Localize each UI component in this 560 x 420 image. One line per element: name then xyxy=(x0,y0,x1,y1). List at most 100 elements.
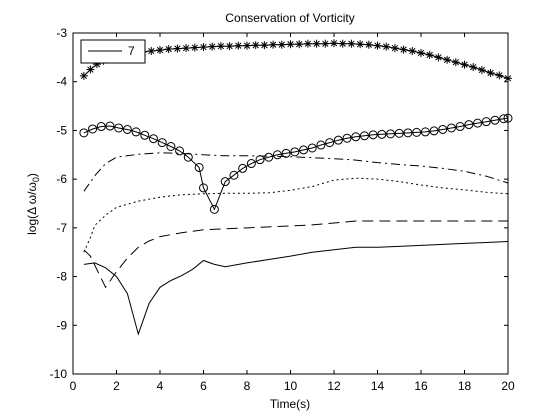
asterisk-marker xyxy=(86,65,95,74)
asterisk-marker xyxy=(382,42,391,51)
ticks-layer: 0 2 4 6 8 10 12 14 16 18 20 -10 -9 -8 -7 -6 -5 -4 -3 xyxy=(50,26,515,393)
x-tick-label: 4 xyxy=(157,379,164,393)
y-axis-label-main: log(Δ ω/ω xyxy=(25,182,39,235)
x-tick-label: 6 xyxy=(200,379,207,393)
circle-marker xyxy=(246,159,256,169)
circle-marker xyxy=(79,128,89,138)
circle-marker xyxy=(199,183,208,193)
asterisk-marker xyxy=(164,45,173,54)
series-line-dashdot xyxy=(83,152,509,192)
y-tick-label: -5 xyxy=(56,123,67,137)
circle-marker xyxy=(148,134,158,144)
asterisk-marker xyxy=(260,41,269,50)
asterisk-marker xyxy=(321,39,330,48)
asterisk-marker xyxy=(347,39,356,48)
circle-marker xyxy=(429,126,439,136)
circle-marker xyxy=(140,130,150,140)
asterisk-marker xyxy=(312,39,321,48)
series-line-solid xyxy=(83,241,509,336)
asterisk-marker xyxy=(216,42,225,51)
asterisk-marker xyxy=(156,46,164,55)
circle-marker xyxy=(368,130,378,140)
asterisk-marker xyxy=(390,44,399,53)
asterisk-marker xyxy=(277,40,286,49)
asterisk-marker xyxy=(199,43,208,52)
circle-marker xyxy=(342,133,352,143)
circle-marker xyxy=(386,129,396,139)
asterisk-marker xyxy=(79,71,88,80)
asterisk-marker xyxy=(408,47,417,56)
circle-marker xyxy=(403,128,413,138)
y-tick-label: -8 xyxy=(56,270,67,284)
circle-marker xyxy=(209,204,219,214)
circle-marker xyxy=(438,124,448,134)
asterisk-marker xyxy=(147,47,156,56)
series-line-dotted xyxy=(83,177,509,253)
circle-marker xyxy=(96,122,106,132)
asterisk-marker xyxy=(234,41,243,50)
circle-marker xyxy=(122,124,132,134)
asterisk-marker xyxy=(425,50,434,59)
circle-marker xyxy=(333,135,343,145)
circle-marker xyxy=(105,121,115,131)
circle-marker xyxy=(264,152,274,162)
circle-marker xyxy=(359,131,369,141)
asterisk-marker xyxy=(330,39,338,48)
asterisk-marker xyxy=(243,41,251,50)
circle-marker xyxy=(325,138,335,148)
asterisk-marker xyxy=(469,63,478,72)
asterisk-marker xyxy=(173,44,182,53)
circle-marker xyxy=(238,163,248,173)
x-tick-label: 20 xyxy=(501,379,515,393)
x-tick-label: 2 xyxy=(113,379,120,393)
circle-marker xyxy=(166,142,176,152)
x-tick-label: 16 xyxy=(414,379,428,393)
y-axis-label: log(Δ ω/ω0) xyxy=(25,173,41,235)
asterisk-marker xyxy=(417,48,425,57)
y-tick-label: -10 xyxy=(50,367,68,381)
asterisk-marker xyxy=(451,58,460,67)
circle-marker xyxy=(377,129,387,139)
circle-marker xyxy=(114,123,124,133)
y-tick-label: -6 xyxy=(56,172,67,186)
asterisk-marker xyxy=(251,41,260,50)
circle-marker xyxy=(351,132,361,142)
legend-entry: 7 xyxy=(128,44,135,58)
asterisk-marker xyxy=(225,42,234,51)
circle-marker xyxy=(229,170,239,180)
asterisk-marker xyxy=(477,66,486,75)
circle-marker xyxy=(194,162,204,172)
y-tick-label: -4 xyxy=(56,75,67,89)
circle-marker xyxy=(88,124,98,134)
x-tick-label: 10 xyxy=(284,379,298,393)
asterisk-marker xyxy=(269,40,278,49)
asterisk-marker xyxy=(190,43,199,52)
circle-marker xyxy=(412,127,422,137)
asterisk-marker xyxy=(356,40,365,49)
asterisk-marker xyxy=(373,41,382,50)
asterisk-marker xyxy=(295,40,304,49)
circle-marker xyxy=(175,146,185,156)
asterisk-marker xyxy=(182,44,191,53)
x-tick-label: 8 xyxy=(244,379,251,393)
asterisk-marker xyxy=(495,71,504,80)
y-tick-label: -7 xyxy=(56,221,67,235)
x-tick-label: 18 xyxy=(458,379,472,393)
y-tick-label: -9 xyxy=(56,318,67,332)
circle-marker xyxy=(455,122,465,132)
circle-marker xyxy=(464,120,474,130)
circle-marker xyxy=(473,118,483,128)
circle-marker xyxy=(316,140,326,150)
asterisk-marker xyxy=(364,40,373,49)
asterisk-marker xyxy=(486,68,495,77)
circle-marker xyxy=(481,117,491,127)
circle-marker xyxy=(446,123,456,133)
asterisk-marker xyxy=(399,45,408,54)
circle-marker xyxy=(290,147,300,157)
circle-marker xyxy=(131,127,141,137)
series-line-dashed xyxy=(83,220,508,289)
legend: 7 xyxy=(80,39,146,64)
circle-marker xyxy=(272,150,282,160)
y-axis-label-close: ) xyxy=(25,173,39,177)
